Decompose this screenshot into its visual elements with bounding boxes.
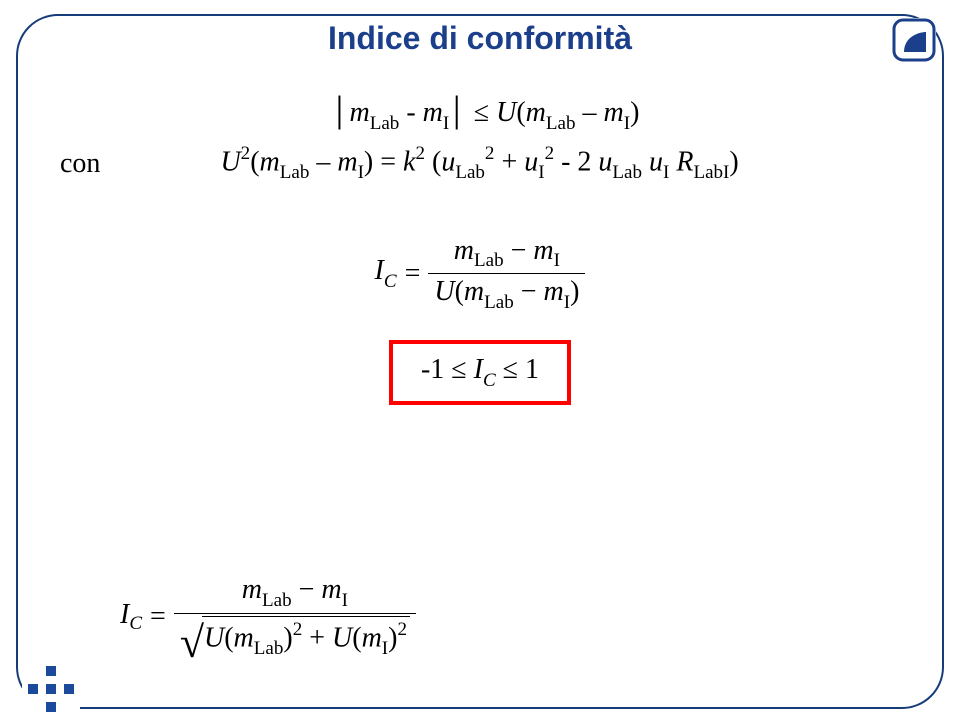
p-close: ) bbox=[364, 146, 373, 177]
eq: = bbox=[373, 146, 403, 177]
n2-minus: − bbox=[292, 574, 322, 605]
m-i: m bbox=[423, 97, 443, 128]
sp bbox=[425, 146, 432, 177]
m-i-2: m bbox=[604, 97, 624, 128]
open-paren: ( bbox=[516, 97, 525, 128]
minus: - bbox=[399, 97, 422, 128]
con-label: con bbox=[60, 148, 100, 180]
d2-U2: U bbox=[332, 622, 352, 653]
den-mi-sub: I bbox=[564, 292, 570, 313]
le1: ≤ 1 bbox=[496, 354, 539, 385]
sub-lab: Lab bbox=[370, 113, 400, 134]
num-mlab-sub: Lab bbox=[474, 250, 504, 271]
subi3: I bbox=[358, 162, 364, 183]
ic3-eq: = bbox=[150, 601, 166, 633]
endash2: – bbox=[309, 146, 337, 177]
d2-open1: ( bbox=[224, 622, 233, 653]
uisub: I bbox=[538, 162, 544, 183]
p2open: ( bbox=[432, 146, 441, 177]
ic-fraction-block: IC = mLab − mI U(mLab − mI) -1 ≤ IC ≤ 1 bbox=[60, 235, 900, 406]
ic2-I: I bbox=[474, 354, 483, 385]
page-title: Indice di conformità bbox=[0, 20, 960, 57]
d2-sup2: 2 bbox=[397, 619, 407, 640]
sub-i-2: I bbox=[624, 113, 630, 134]
ic3-I: I bbox=[120, 599, 129, 630]
m-lab: m bbox=[350, 97, 370, 128]
num-minus: − bbox=[504, 235, 534, 266]
ulabsup: 2 bbox=[485, 143, 495, 164]
ic3-fraction: mLab − mI √ U(mLab)2 + U(mI)2 bbox=[174, 574, 416, 659]
den-mlab-sub: Lab bbox=[484, 292, 514, 313]
abs-bar-left: │ bbox=[332, 96, 350, 127]
uisup: 2 bbox=[545, 143, 555, 164]
plus: + bbox=[494, 146, 524, 177]
mlab3: m bbox=[260, 146, 280, 177]
ic-fraction: mLab − mI U(mLab − mI) bbox=[428, 235, 585, 313]
Rsub: LabI bbox=[693, 162, 729, 183]
n2-mlab-sub: Lab bbox=[262, 590, 292, 611]
num-mlab: m bbox=[454, 235, 474, 266]
minus2: - 2 bbox=[554, 146, 598, 177]
num-mi: m bbox=[533, 235, 553, 266]
sqrt: √ U(mLab)2 + U(mI)2 bbox=[180, 616, 410, 659]
equation-con: conU2(mLab – mI) = k2 (uLab2 + uI2 - 2 u… bbox=[60, 144, 900, 183]
d2-mi-sub: I bbox=[382, 638, 388, 659]
den-mi: m bbox=[544, 276, 564, 307]
u2-sup: 2 bbox=[241, 143, 251, 164]
ulab: u bbox=[441, 146, 455, 177]
u2: U bbox=[220, 146, 240, 177]
ic-I: I bbox=[375, 255, 384, 286]
d2-sup1: 2 bbox=[293, 619, 303, 640]
p-open: ( bbox=[250, 146, 259, 177]
sublab3: Lab bbox=[280, 162, 310, 183]
sub-i: I bbox=[443, 113, 449, 134]
n2-mi-sub: I bbox=[342, 590, 348, 611]
sub-lab-2: Lab bbox=[546, 113, 576, 134]
d2-mlab: m bbox=[234, 622, 254, 653]
neg1: -1 ≤ bbox=[421, 354, 474, 385]
content-area: │mLab - mI│ ≤ U(mLab – mI) conU2(mLab – … bbox=[60, 96, 900, 405]
d2-mlab-sub: Lab bbox=[254, 638, 284, 659]
sqrt-sign-icon: √ bbox=[180, 630, 204, 656]
den-U: U bbox=[434, 276, 454, 307]
u-func: U bbox=[496, 97, 516, 128]
n2-mlab: m bbox=[242, 574, 262, 605]
ic-eq: = bbox=[405, 258, 421, 290]
mi3: m bbox=[337, 146, 357, 177]
logo-bottom-left-icon bbox=[22, 660, 80, 718]
ulab2sub: Lab bbox=[612, 162, 642, 183]
p2close: ) bbox=[729, 146, 738, 177]
m-lab-2: m bbox=[526, 97, 546, 128]
ksup: 2 bbox=[415, 143, 425, 164]
R: R bbox=[676, 146, 693, 177]
ic2-sub: C bbox=[483, 370, 496, 391]
ui2: u bbox=[649, 146, 663, 177]
den-mlab: m bbox=[464, 276, 484, 307]
ulab2: u bbox=[598, 146, 612, 177]
d2-plus: + bbox=[302, 622, 332, 653]
sp2 bbox=[642, 146, 649, 177]
boxed-inequality: -1 ≤ IC ≤ 1 bbox=[389, 340, 571, 405]
ui: u bbox=[524, 146, 538, 177]
d2-open2: ( bbox=[352, 622, 361, 653]
close-paren: ) bbox=[630, 97, 639, 128]
ic-sub: C bbox=[384, 271, 397, 292]
endash: – bbox=[576, 97, 604, 128]
abs-bar-right: │ bbox=[449, 96, 467, 127]
k: k bbox=[403, 146, 415, 177]
den-close: ) bbox=[570, 276, 579, 307]
n2-mi: m bbox=[321, 574, 341, 605]
ic-sqrt-block: IC = mLab − mI √ U(mLab)2 + U(mI)2 bbox=[120, 574, 416, 659]
d2-mi: m bbox=[362, 622, 382, 653]
ulabsub: Lab bbox=[455, 162, 485, 183]
den-open: ( bbox=[455, 276, 464, 307]
d2-close1: ) bbox=[283, 622, 292, 653]
equation-absolute: │mLab - mI│ ≤ U(mLab – mI) bbox=[60, 96, 900, 134]
ui2sub: I bbox=[663, 162, 669, 183]
den-minus: − bbox=[514, 276, 544, 307]
d2-U1: U bbox=[204, 622, 224, 653]
le: ≤ bbox=[467, 97, 496, 128]
ic3-sub: C bbox=[129, 613, 142, 634]
num-mi-sub: I bbox=[554, 250, 560, 271]
